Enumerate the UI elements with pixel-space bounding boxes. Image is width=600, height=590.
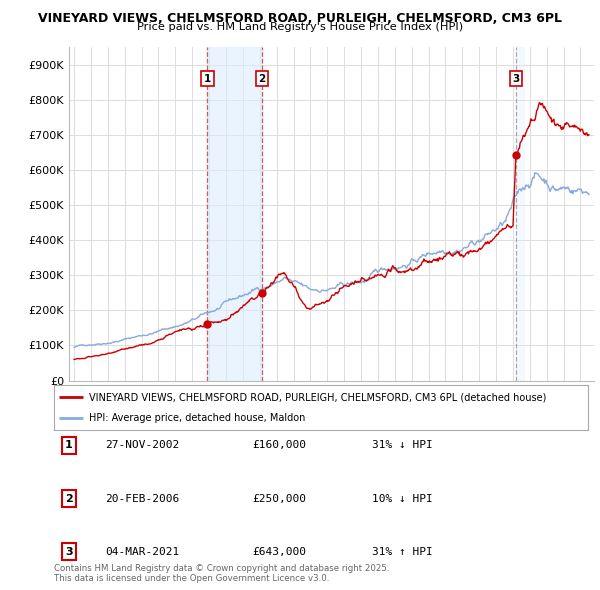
Text: 20-FEB-2006: 20-FEB-2006 <box>105 494 179 503</box>
Text: HPI: Average price, detached house, Maldon: HPI: Average price, detached house, Mald… <box>89 414 305 424</box>
Text: Price paid vs. HM Land Registry's House Price Index (HPI): Price paid vs. HM Land Registry's House … <box>137 22 463 32</box>
Text: 2: 2 <box>65 494 73 503</box>
Text: 31% ↓ HPI: 31% ↓ HPI <box>372 441 433 450</box>
Text: VINEYARD VIEWS, CHELMSFORD ROAD, PURLEIGH, CHELMSFORD, CM3 6PL: VINEYARD VIEWS, CHELMSFORD ROAD, PURLEIG… <box>38 12 562 25</box>
Text: 04-MAR-2021: 04-MAR-2021 <box>105 547 179 556</box>
Text: 10% ↓ HPI: 10% ↓ HPI <box>372 494 433 503</box>
Text: £643,000: £643,000 <box>252 547 306 556</box>
Text: 31% ↑ HPI: 31% ↑ HPI <box>372 547 433 556</box>
Text: 27-NOV-2002: 27-NOV-2002 <box>105 441 179 450</box>
Bar <box>516 47 524 381</box>
Text: Contains HM Land Registry data © Crown copyright and database right 2025.
This d: Contains HM Land Registry data © Crown c… <box>54 563 389 583</box>
Text: 1: 1 <box>65 441 73 450</box>
Text: 3: 3 <box>65 547 73 556</box>
Text: VINEYARD VIEWS, CHELMSFORD ROAD, PURLEIGH, CHELMSFORD, CM3 6PL (detached house): VINEYARD VIEWS, CHELMSFORD ROAD, PURLEIG… <box>89 392 546 402</box>
Bar <box>208 47 262 381</box>
Text: £160,000: £160,000 <box>252 441 306 450</box>
Text: 2: 2 <box>259 74 266 84</box>
Text: 1: 1 <box>204 74 211 84</box>
Text: 3: 3 <box>512 74 520 84</box>
Text: £250,000: £250,000 <box>252 494 306 503</box>
